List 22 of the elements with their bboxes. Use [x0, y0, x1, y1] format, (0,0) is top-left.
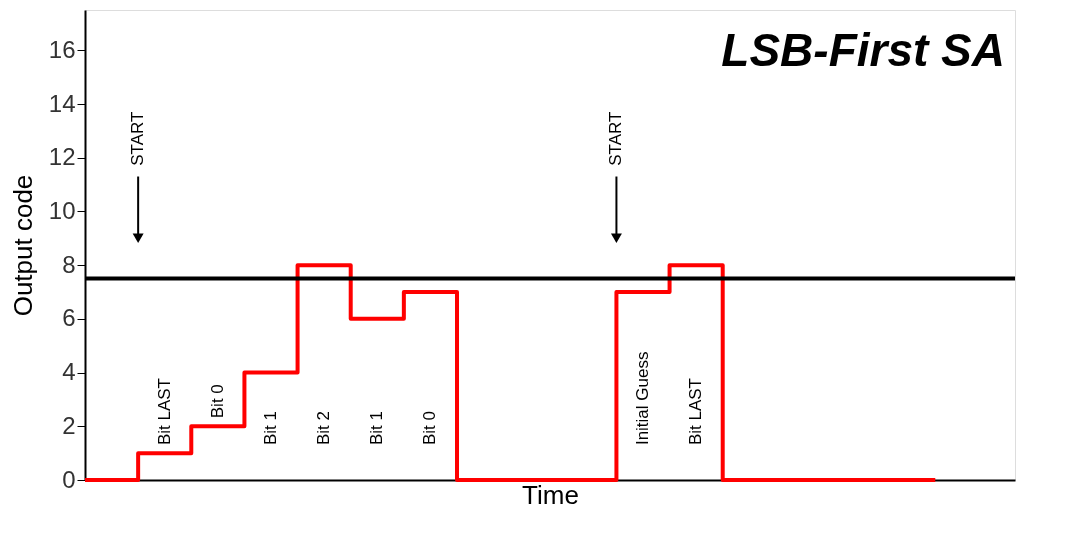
annotation: Bit 0 — [207, 384, 227, 419]
annotation: START — [606, 111, 626, 166]
annotation: Bit 2 — [314, 411, 334, 446]
annotation: Bit 1 — [261, 411, 280, 446]
y-tick-label: 6 — [62, 304, 76, 332]
annotation: Initial Guess — [633, 351, 652, 446]
annotation: START — [128, 111, 148, 166]
annotation: Bit LAST — [154, 377, 174, 446]
chart-title: LSB-First SA — [721, 24, 1005, 76]
y-tick-label: 2 — [62, 411, 76, 439]
annotation: Bit 1 — [367, 411, 387, 446]
y-tick-label: 14 — [48, 89, 76, 117]
x-axis-title: Time — [522, 479, 579, 510]
annotation: Bit LAST — [686, 377, 706, 446]
annotation: Bit 0 — [420, 411, 440, 446]
y-tick-label: 10 — [48, 196, 76, 224]
y-tick-label: 0 — [62, 465, 76, 493]
y-tick-label: 16 — [48, 35, 76, 63]
y-tick-label: 12 — [48, 143, 76, 171]
y-axis-title: Output code — [7, 174, 38, 317]
y-tick-label: 4 — [62, 358, 76, 386]
y-tick-label: 8 — [62, 250, 76, 278]
